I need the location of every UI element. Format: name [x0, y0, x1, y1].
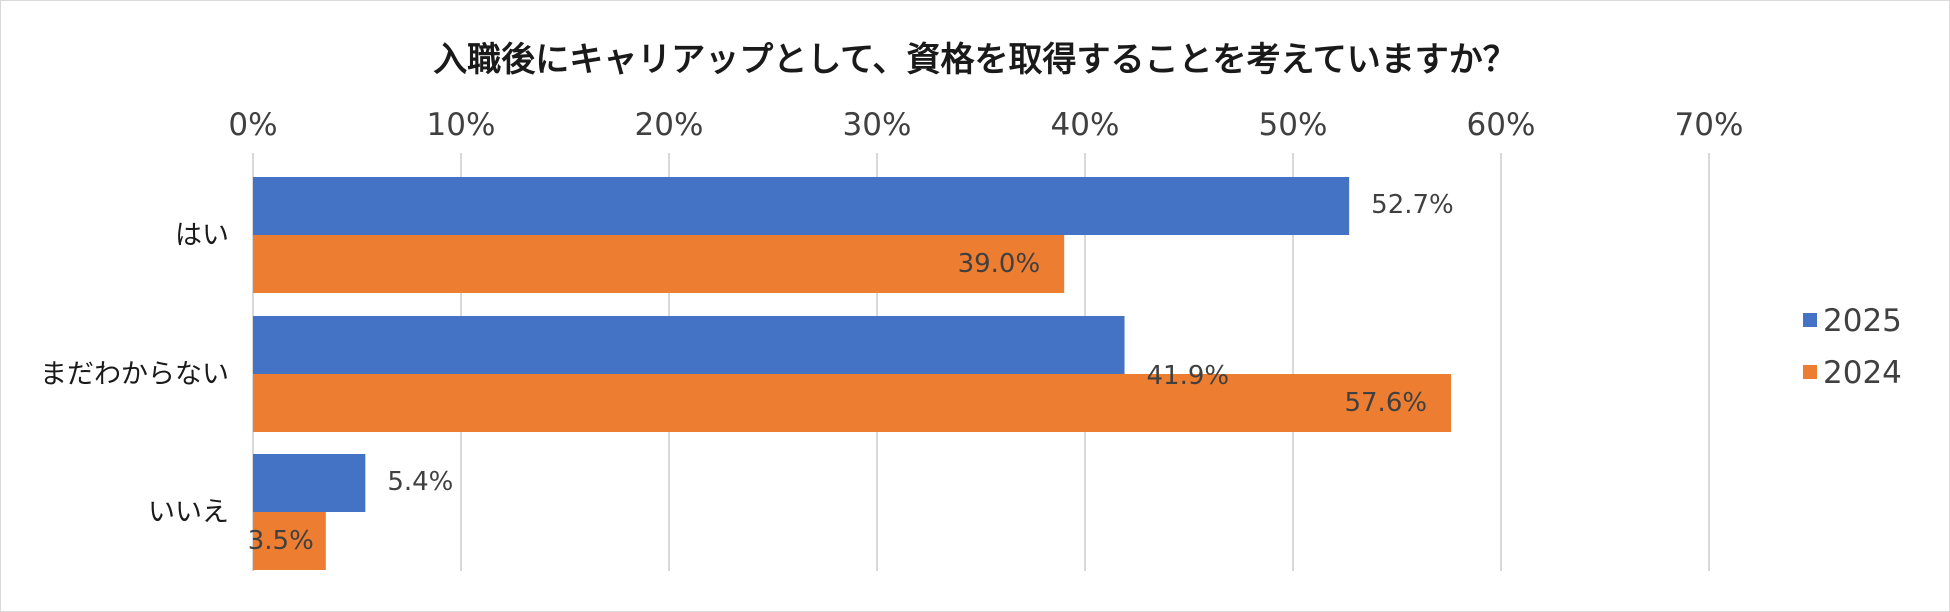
legend-swatch-2024: [1803, 365, 1817, 379]
bar-2025: [253, 177, 1350, 235]
data-label: 5.4%: [387, 467, 453, 497]
x-tick-label: 10%: [427, 107, 496, 143]
bar-2024: [253, 374, 1452, 432]
x-tick-label: 20%: [635, 107, 704, 143]
x-tick-label: 60%: [1467, 107, 1536, 143]
data-label: 39.0%: [958, 249, 1041, 279]
legend: 2025 2024: [1803, 303, 1902, 391]
data-label: 52.7%: [1371, 190, 1454, 220]
x-tick-label: 50%: [1259, 107, 1328, 143]
category-label: いいえ: [148, 497, 229, 528]
legend-swatch-2025: [1803, 313, 1817, 327]
x-tick-label: 30%: [843, 107, 912, 143]
x-tick-label: 40%: [1051, 107, 1120, 143]
bar-2025: [253, 454, 366, 512]
data-label: 41.9%: [1147, 361, 1230, 391]
category-label: はい: [175, 220, 229, 251]
x-axis-ticks: 0% 10% 20% 30% 40% 50% 60% 70%: [228, 107, 1743, 143]
category-label: まだわからない: [40, 359, 229, 390]
data-label: 3.5%: [248, 526, 314, 556]
bars: [253, 177, 1452, 570]
chart-title: 入職後にキャリアップとして、資格を取得することを考えていますか？: [433, 40, 1517, 80]
legend-label-2025: 2025: [1823, 303, 1902, 339]
bar-2025: [253, 316, 1125, 374]
x-tick-label: 70%: [1675, 107, 1744, 143]
bar-2024: [253, 512, 326, 570]
data-labels: 52.7% 39.0% 41.9% 57.6% 5.4% 3.5%: [248, 190, 1454, 556]
data-label: 57.6%: [1344, 388, 1427, 418]
legend-label-2024: 2024: [1823, 355, 1902, 391]
x-tick-label: 0%: [228, 107, 277, 143]
bar-2024: [253, 235, 1065, 293]
